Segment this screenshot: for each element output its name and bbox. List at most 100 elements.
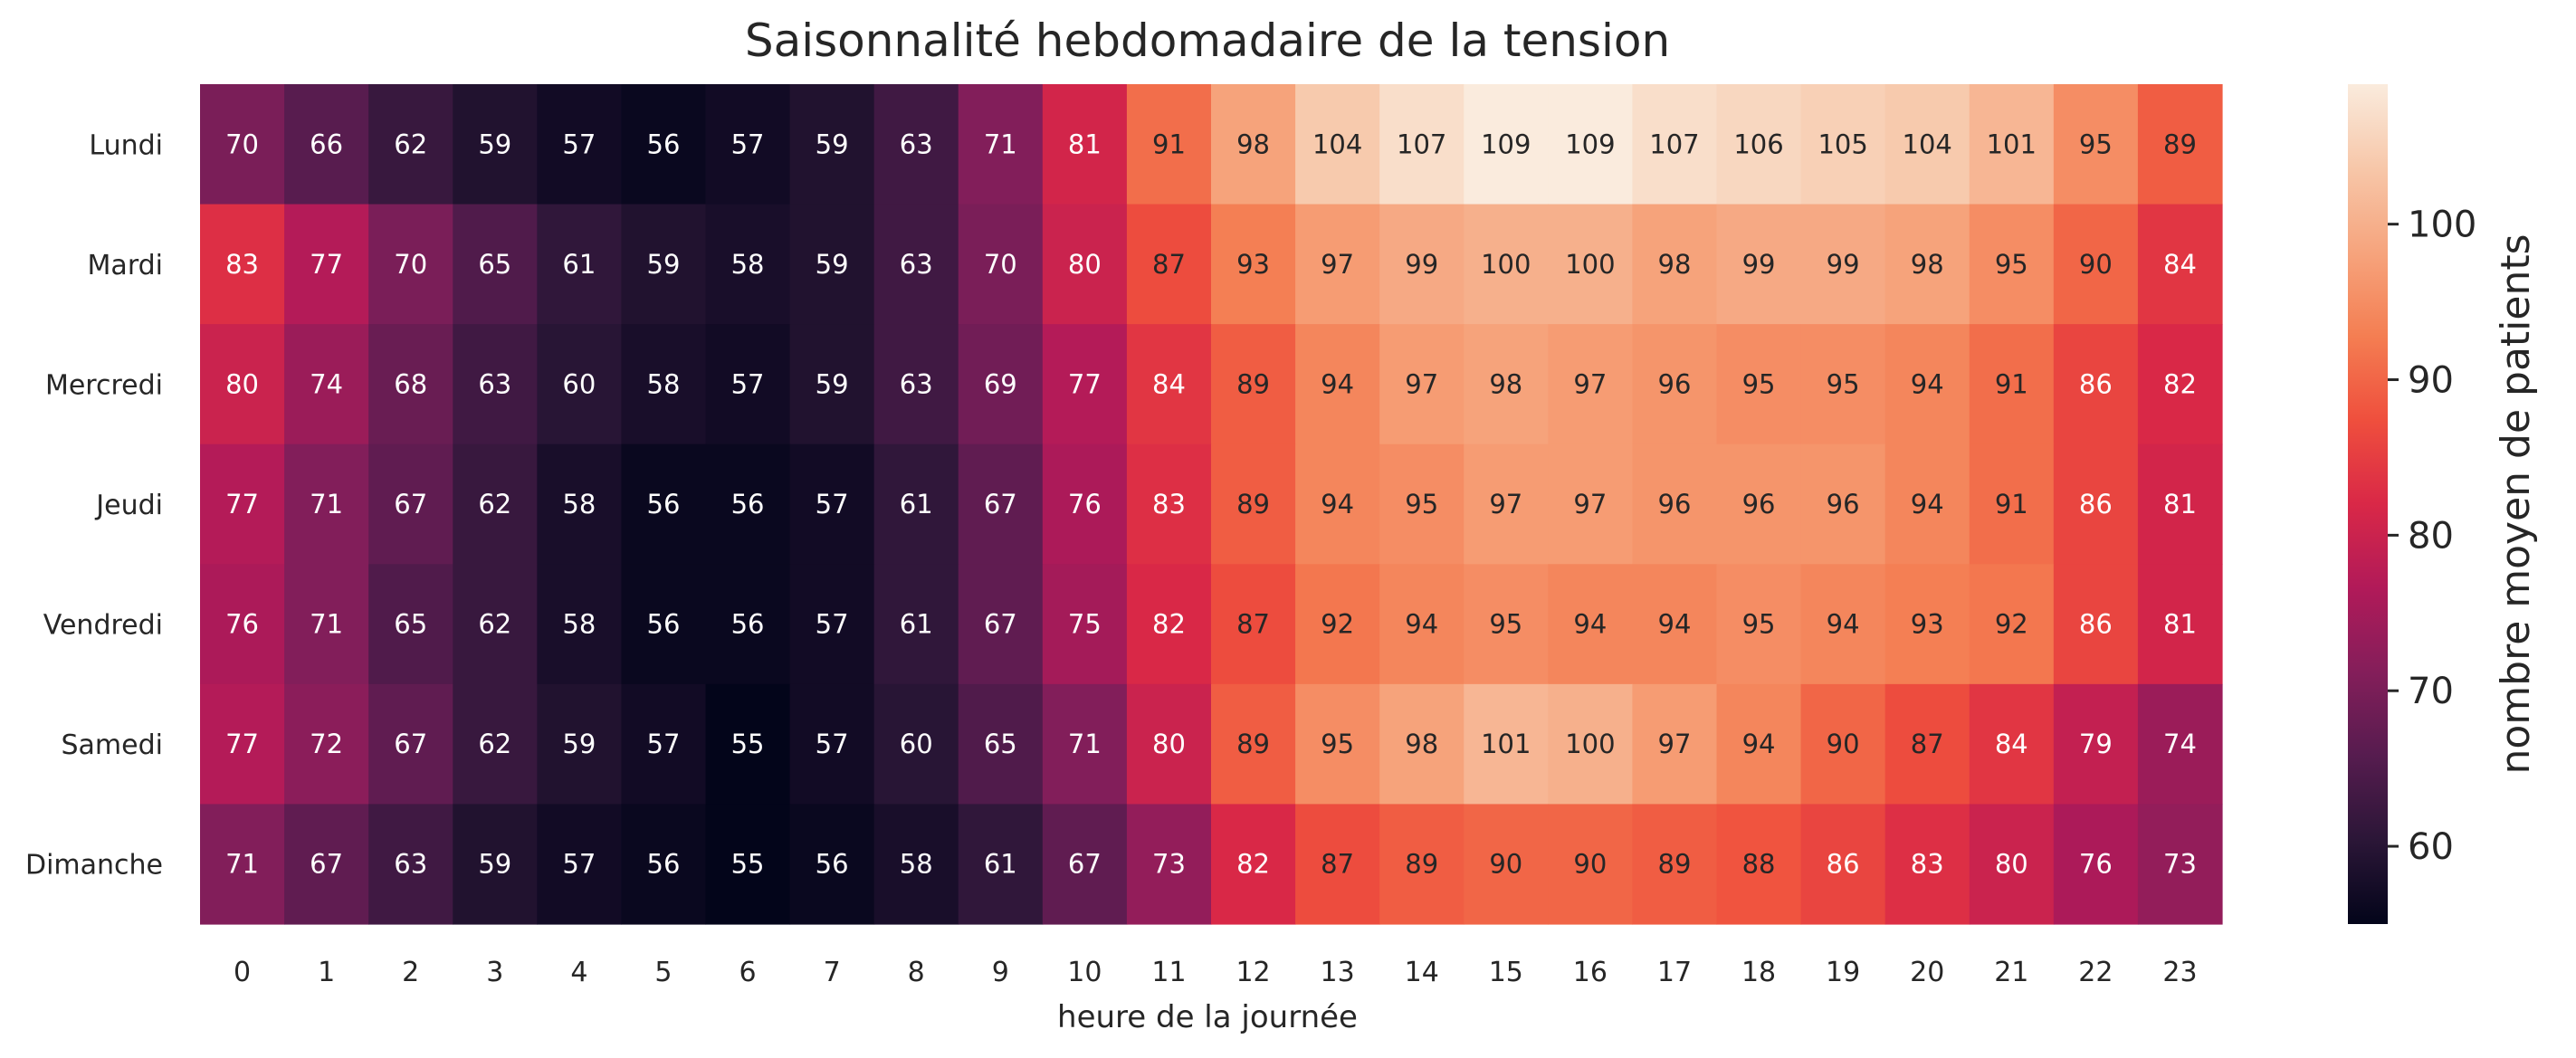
cell-value-label: 83 xyxy=(1152,489,1186,519)
cell-value-label: 56 xyxy=(647,849,681,880)
cell-value-label: 83 xyxy=(225,249,259,280)
cell-value-label: 65 xyxy=(984,729,1017,759)
cell-value-label: 56 xyxy=(647,609,681,640)
colorbar-label: nombre moyen de patients xyxy=(2493,234,2539,774)
heatmap-cell xyxy=(958,804,1044,925)
cell-value-label: 70 xyxy=(225,129,259,159)
heatmap-cell xyxy=(368,564,453,685)
heatmap-cell xyxy=(1126,443,1212,565)
cell-value-label: 94 xyxy=(1321,489,1354,519)
heatmap-cell xyxy=(368,324,453,445)
cell-value-label: 67 xyxy=(984,609,1017,640)
heatmap-cell xyxy=(1126,564,1212,685)
cell-value-label: 67 xyxy=(394,489,427,519)
heatmap-cell xyxy=(1716,804,1802,925)
heatmap-cell xyxy=(453,443,538,565)
x-tick-label: 2 xyxy=(402,957,419,988)
cell-value-label: 86 xyxy=(2079,489,2113,519)
cell-value-label: 97 xyxy=(1489,489,1522,519)
heatmap-cell xyxy=(1379,84,1465,205)
heatmap-cell xyxy=(1379,804,1465,925)
heatmap-cell xyxy=(1969,683,2055,805)
heatmap-cell xyxy=(2137,683,2223,805)
heatmap-cell xyxy=(1884,84,1970,205)
y-tick-label: Samedi xyxy=(62,729,164,761)
colorbar-tick-label: 80 xyxy=(2408,515,2454,557)
heatmap-cell xyxy=(1632,204,1718,325)
heatmap-cell xyxy=(284,204,369,325)
heatmap-cell xyxy=(1548,564,1634,685)
cell-value-label: 90 xyxy=(2079,249,2113,280)
heatmap-cell xyxy=(1379,324,1465,445)
colorbar-tick-label: 60 xyxy=(2408,826,2454,868)
heatmap-cell xyxy=(1464,443,1549,565)
heatmap-cell xyxy=(1042,443,1128,565)
heatmap-cell xyxy=(1632,324,1718,445)
cell-value-label: 86 xyxy=(1827,849,1860,880)
cell-value-label: 97 xyxy=(1658,729,1692,759)
cell-value-label: 80 xyxy=(1068,249,1102,280)
cell-value-label: 56 xyxy=(647,489,681,519)
heatmap-cell xyxy=(2137,443,2223,565)
cell-value-label: 101 xyxy=(1987,129,2037,159)
cell-value-label: 81 xyxy=(2163,489,2197,519)
cell-value-label: 55 xyxy=(731,729,765,759)
heatmap-cell xyxy=(1969,324,2055,445)
cell-value-label: 89 xyxy=(1658,849,1692,880)
cell-value-label: 91 xyxy=(1995,368,2028,399)
cell-value-label: 89 xyxy=(1236,368,1270,399)
heatmap-cell xyxy=(1969,84,2055,205)
heatmap-cell xyxy=(200,564,285,685)
cell-value-label: 94 xyxy=(1405,609,1438,640)
heatmap-cell xyxy=(873,683,959,805)
cell-value-label: 80 xyxy=(225,368,259,399)
heatmap-cell xyxy=(1800,204,1886,325)
heatmap-cell xyxy=(705,324,791,445)
cell-value-label: 104 xyxy=(1903,129,1952,159)
heatmap-cell xyxy=(1800,564,1886,685)
cell-value-label: 61 xyxy=(562,249,596,280)
colorbar-tick-label: 90 xyxy=(2408,360,2454,402)
cell-value-label: 58 xyxy=(731,249,765,280)
cell-value-label: 94 xyxy=(1911,489,1944,519)
cell-value-label: 58 xyxy=(647,368,681,399)
cell-value-label: 88 xyxy=(1742,849,1776,880)
cell-value-label: 67 xyxy=(394,729,427,759)
heatmap-cell xyxy=(621,324,707,445)
cell-value-label: 91 xyxy=(1995,489,2028,519)
cell-value-label: 77 xyxy=(1068,368,1102,399)
heatmap-cell xyxy=(200,683,285,805)
heatmap-cell xyxy=(958,443,1044,565)
heatmap-cell xyxy=(621,804,707,925)
heatmap-cell xyxy=(1969,804,2055,925)
heatmap-cell xyxy=(1716,204,1802,325)
heatmap-cell xyxy=(537,564,623,685)
cell-value-label: 94 xyxy=(1827,609,1860,640)
heatmap-cell xyxy=(621,84,707,205)
x-tick-label: 18 xyxy=(1741,957,1776,988)
x-tick-label: 22 xyxy=(2078,957,2113,988)
cell-value-label: 67 xyxy=(984,489,1017,519)
cell-value-label: 95 xyxy=(1405,489,1438,519)
y-axis-tick-labels: Lundi Mardi Mercredi Jeudi Vendredi Samedi Dim… xyxy=(25,129,163,881)
heatmap-cell xyxy=(1716,564,1802,685)
heatmap-cell xyxy=(200,804,285,925)
y-tick-label: Dimanche xyxy=(25,850,163,882)
heatmap-cell xyxy=(1464,804,1549,925)
heatmap-cell xyxy=(1379,564,1465,685)
heatmap-cell xyxy=(1379,204,1465,325)
cell-value-label: 90 xyxy=(1489,849,1522,880)
x-tick-label: 11 xyxy=(1151,957,1186,988)
heatmap-cell xyxy=(1969,443,2055,565)
heatmap-cell xyxy=(621,204,707,325)
heatmap-cell xyxy=(789,84,875,205)
heatmap-cell xyxy=(621,443,707,565)
heatmap-cell xyxy=(705,443,791,565)
cell-value-label: 69 xyxy=(984,368,1017,399)
heatmap-cell xyxy=(1295,443,1380,565)
heatmap-cell xyxy=(1548,683,1634,805)
cell-value-label: 99 xyxy=(1405,249,1438,280)
heatmap-cell xyxy=(284,683,369,805)
cell-value-label: 65 xyxy=(394,609,427,640)
heatmap-cell xyxy=(705,204,791,325)
